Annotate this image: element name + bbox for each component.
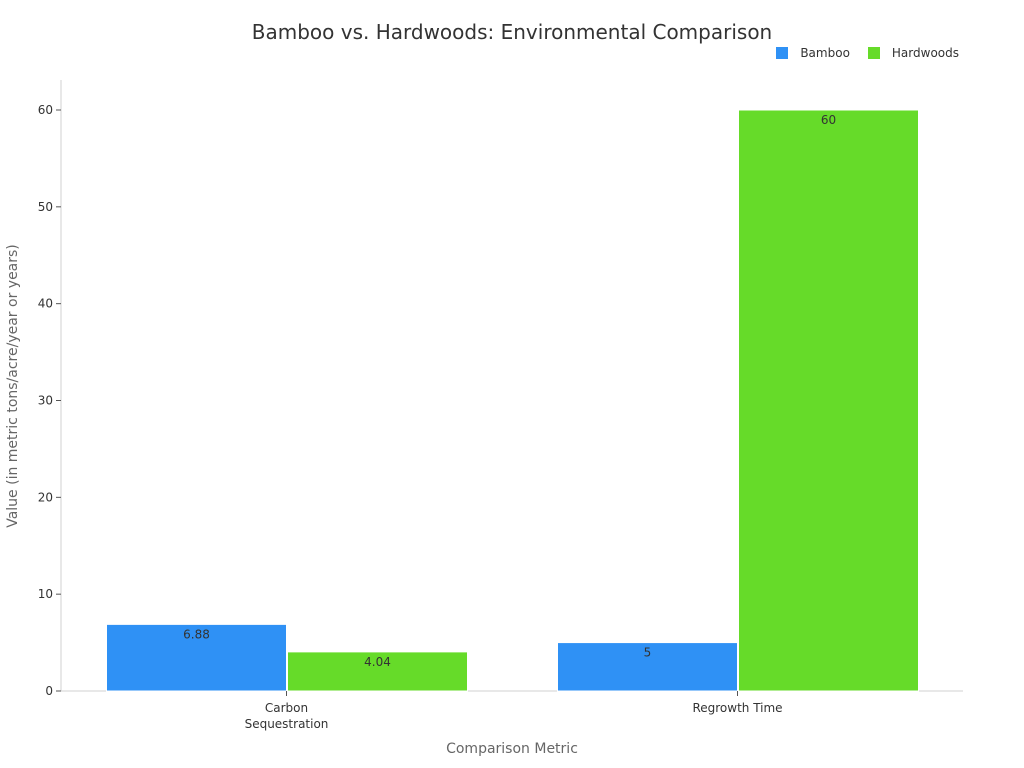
x-tick-label: Sequestration: [245, 717, 329, 731]
y-tick-label: 30: [38, 394, 53, 408]
legend-swatch-hardwoods: [867, 47, 880, 59]
bar-hardwoods-0[interactable]: [287, 651, 468, 692]
legend-item-bamboo[interactable]: Bamboo: [776, 46, 850, 60]
legend-label-hardwoods: Hardwoods: [891, 46, 959, 60]
legend: Bamboo Hardwoods: [776, 46, 959, 60]
legend-swatch-bamboo: [776, 47, 789, 59]
legend-item-hardwoods[interactable]: Hardwoods: [867, 46, 959, 60]
bar-bamboo-0[interactable]: [106, 623, 287, 692]
x-tick-label: Carbon: [265, 701, 308, 715]
x-axis-label: Comparison Metric: [446, 741, 578, 757]
y-tick-label: 20: [38, 490, 53, 504]
y-tick-label: 40: [38, 297, 53, 311]
chart-title: Bamboo vs. Hardwoods: Environmental Comp…: [251, 20, 773, 44]
bar-value-label: 6.88: [183, 627, 210, 641]
legend-label-bamboo: Bamboo: [800, 46, 850, 60]
y-tick-label: 0: [45, 684, 53, 698]
y-tick-label: 60: [38, 103, 53, 117]
bar-value-label: 4.04: [364, 655, 391, 669]
bar-value-label: 5: [644, 646, 652, 660]
bar-bamboo-1[interactable]: [557, 642, 738, 692]
y-tick-label: 10: [38, 587, 53, 601]
y-tick-label: 50: [38, 200, 53, 214]
bar-value-label: 60: [821, 113, 836, 127]
bar-hardwoods-1[interactable]: [738, 109, 919, 692]
x-tick-label: Regrowth Time: [692, 701, 782, 715]
